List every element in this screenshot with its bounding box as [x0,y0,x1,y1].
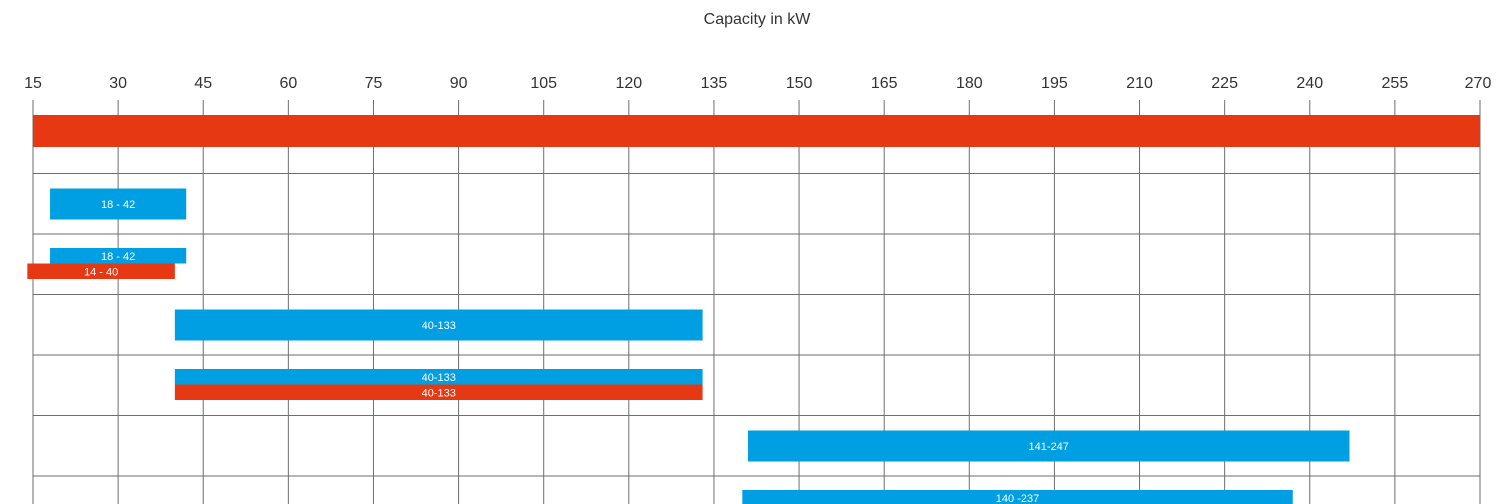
tick-label-105: 105 [530,75,557,92]
tick-label-255: 255 [1382,75,1409,92]
bar-row3-blue [174,309,703,341]
tick-label-165: 165 [871,75,898,92]
bar-label-row4-blue: 40-133 [422,372,456,384]
tick-label-225: 225 [1211,75,1238,92]
bar-label-row4-red: 40-133 [422,387,456,399]
bar-row4-blue [174,369,703,385]
bars: 18 - 42 18 - 42 14 - 40 40-133 40-133 40-133 1… [27,115,1480,504]
x-axis-title: Capacity in kW [704,11,812,28]
bar-label-row2-blue: 18 - 42 [101,251,135,263]
tick-label-180: 180 [956,75,983,92]
tick-label-240: 240 [1296,75,1323,92]
tick-label-150: 150 [786,75,813,92]
bar-row2-blue [50,248,187,264]
bar-row5-blue [747,430,1350,462]
tick-label-30: 30 [109,75,127,92]
tick-label-210: 210 [1126,75,1153,92]
tick-labels: 15 30 45 60 75 90 105 120 135 150 165 180 195 210 225 2… [24,75,1491,92]
bar-row2-red [27,263,175,279]
tick-label-195: 195 [1041,75,1068,92]
tick-label-75: 75 [365,75,383,92]
bar-label-row6-blue: 140 -237 [996,493,1039,504]
tick-label-45: 45 [194,75,212,92]
tick-label-120: 120 [615,75,642,92]
tick-label-135: 135 [701,75,728,92]
bar-row0-red [33,115,1480,147]
tick-label-90: 90 [450,75,468,92]
bar-label-row3-blue: 40-133 [422,320,456,332]
tick-label-270: 270 [1465,75,1492,92]
bar-label-row2-red: 14 - 40 [84,266,118,278]
bar-row1-blue [50,188,187,220]
tick-label-15: 15 [24,75,42,92]
bar-row4-red [174,384,703,400]
bar-label-row1-blue: 18 - 42 [101,199,135,211]
bar-row6-blue [742,490,1293,504]
tick-label-60: 60 [279,75,297,92]
bar-label-row5-blue: 141-247 [1029,441,1069,453]
